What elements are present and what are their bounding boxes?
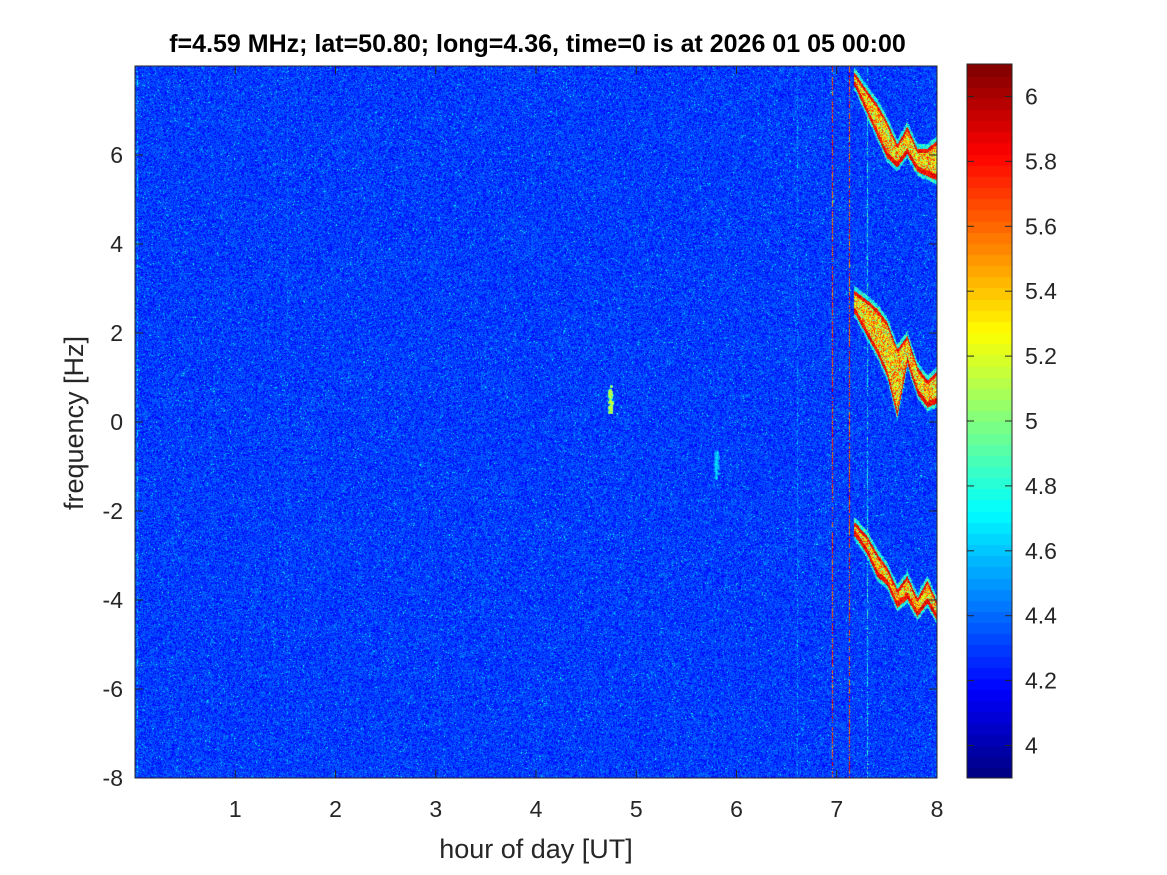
- y-axis-label: frequency [Hz]: [59, 336, 89, 510]
- colorbar-tick-label: 5.6: [1025, 213, 1057, 239]
- colorbar: [967, 64, 1012, 778]
- x-tick-label: 7: [830, 796, 843, 822]
- colorbar-tick-label: 5.2: [1025, 343, 1057, 369]
- y-tick-label: 4: [110, 231, 123, 257]
- colorbar-tick-label: 4.4: [1025, 603, 1057, 629]
- spectrogram-heatmap: [135, 66, 937, 778]
- x-tick-label: 5: [630, 796, 643, 822]
- colorbar-tick-label: 6: [1025, 83, 1038, 109]
- x-tick-label: 8: [931, 796, 944, 822]
- colorbar-tick-label: 4.2: [1025, 668, 1057, 694]
- colorbar-tick-label: 4.6: [1025, 538, 1057, 564]
- x-tick-label: 1: [229, 796, 242, 822]
- x-tick-label: 3: [429, 796, 442, 822]
- colorbar-tick-label: 5.8: [1025, 148, 1057, 174]
- y-tick-label: 6: [110, 142, 123, 168]
- colorbar-gradient: [967, 64, 1012, 778]
- colorbar-tick-label: 4: [1025, 733, 1038, 759]
- y-tick-label: -2: [103, 498, 123, 524]
- colorbar-tick-label: 5: [1025, 408, 1038, 434]
- y-tick-label: -6: [103, 676, 123, 702]
- y-tick-label: 0: [110, 409, 123, 435]
- x-tick-label: 6: [730, 796, 743, 822]
- colorbar-tick-label: 5.4: [1025, 278, 1057, 304]
- y-tick-label: -8: [103, 765, 123, 791]
- y-tick-label: -4: [103, 587, 124, 613]
- chart-title: f=4.59 MHz; lat=50.80; long=4.36, time=0…: [169, 30, 906, 58]
- spectrogram-plot-area: [135, 66, 937, 778]
- x-tick-label: 2: [329, 796, 342, 822]
- x-axis-label: hour of day [UT]: [439, 834, 633, 864]
- x-tick-label: 4: [530, 796, 543, 822]
- colorbar-tick-label: 4.8: [1025, 473, 1057, 499]
- y-tick-label: 2: [110, 320, 123, 346]
